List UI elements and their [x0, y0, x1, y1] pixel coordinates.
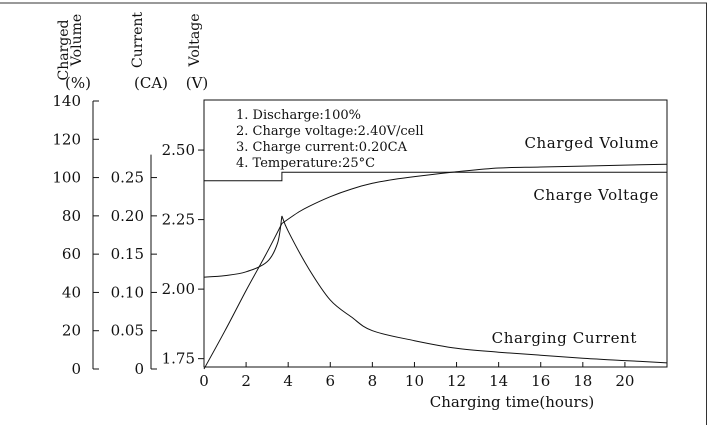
x-axis: 0 2 4 6 8 10 12 14 16 18 20: [199, 362, 634, 390]
charging-current-label: Charging Current: [492, 329, 637, 347]
x-tick-label: 0: [199, 372, 209, 390]
current-tick-label: 0.05: [111, 322, 144, 340]
voltage-tick-label: 2.25: [162, 211, 195, 229]
voltage-axis: 1.75 2.00 2.25 2.50: [162, 141, 204, 368]
x-tick-label: 18: [573, 372, 592, 390]
volume-tick-label: 80: [62, 207, 81, 225]
volume-tick-label: 40: [62, 283, 81, 301]
current-tick-label: 0.10: [111, 283, 144, 301]
note-line-1: 1. Discharge:100%: [236, 108, 361, 123]
charged-volume-line: [203, 163, 668, 370]
voltage-tick-label: 2.00: [162, 280, 195, 298]
volume-tick-label: 60: [62, 245, 81, 263]
current-tick-label: 0.25: [111, 169, 144, 187]
charge-voltage-line: [204, 171, 667, 182]
volume-axis: 0 20 40 60 80 100 120 140: [52, 92, 99, 378]
x-tick-label: 16: [531, 372, 550, 390]
series-layer: [203, 163, 668, 370]
note-line-4: 4. Temperature:25°C: [236, 156, 375, 171]
volume-tick-label: 20: [62, 322, 81, 340]
x-tick-label: 4: [283, 372, 293, 390]
plot-area: [203, 99, 668, 368]
volume-tick-label: 140: [52, 92, 81, 110]
note-line-3: 3. Charge current:0.20CA: [236, 140, 408, 155]
x-tick-label: 2: [241, 372, 251, 390]
x-tick-label: 20: [615, 372, 634, 390]
voltage-tick-label: 1.75: [162, 350, 195, 368]
voltage-tick-label: 2.50: [162, 141, 195, 159]
charge-voltage-label: Charge Voltage: [533, 186, 659, 204]
current-tick-label: 0: [134, 360, 144, 378]
charging-current-line: [203, 215, 668, 364]
x-tick-label: 14: [489, 372, 508, 390]
current-axis: 0 0.05 0.10 0.15 0.20 0.25: [111, 154, 157, 378]
current-tick-label: 0.15: [111, 245, 144, 263]
voltage-axis-title: Voltage: [187, 14, 203, 68]
x-tick-label: 6: [325, 372, 335, 390]
volume-tick-label: 120: [52, 130, 81, 148]
volume-tick-label: 100: [52, 169, 81, 187]
x-axis-label: Charging time(hours): [430, 393, 595, 411]
x-tick-label: 8: [368, 372, 378, 390]
charged-volume-label: Charged Volume: [524, 134, 659, 152]
voltage-axis-unit: (V): [186, 74, 209, 92]
volume-axis-unit: (%): [65, 74, 91, 92]
current-tick-label: 0.20: [111, 207, 144, 225]
volume-tick-label: 0: [71, 360, 81, 378]
x-tick-label: 10: [405, 372, 424, 390]
note-line-2: 2. Charge voltage:2.40V/cell: [236, 124, 424, 139]
current-axis-title: Current: [130, 12, 146, 68]
volume-axis-title-line1: Charged: [56, 19, 72, 80]
x-tick-label: 12: [447, 372, 466, 390]
current-axis-unit: (CA): [134, 74, 168, 92]
volume-axis-title-line2: Volume: [69, 14, 85, 67]
